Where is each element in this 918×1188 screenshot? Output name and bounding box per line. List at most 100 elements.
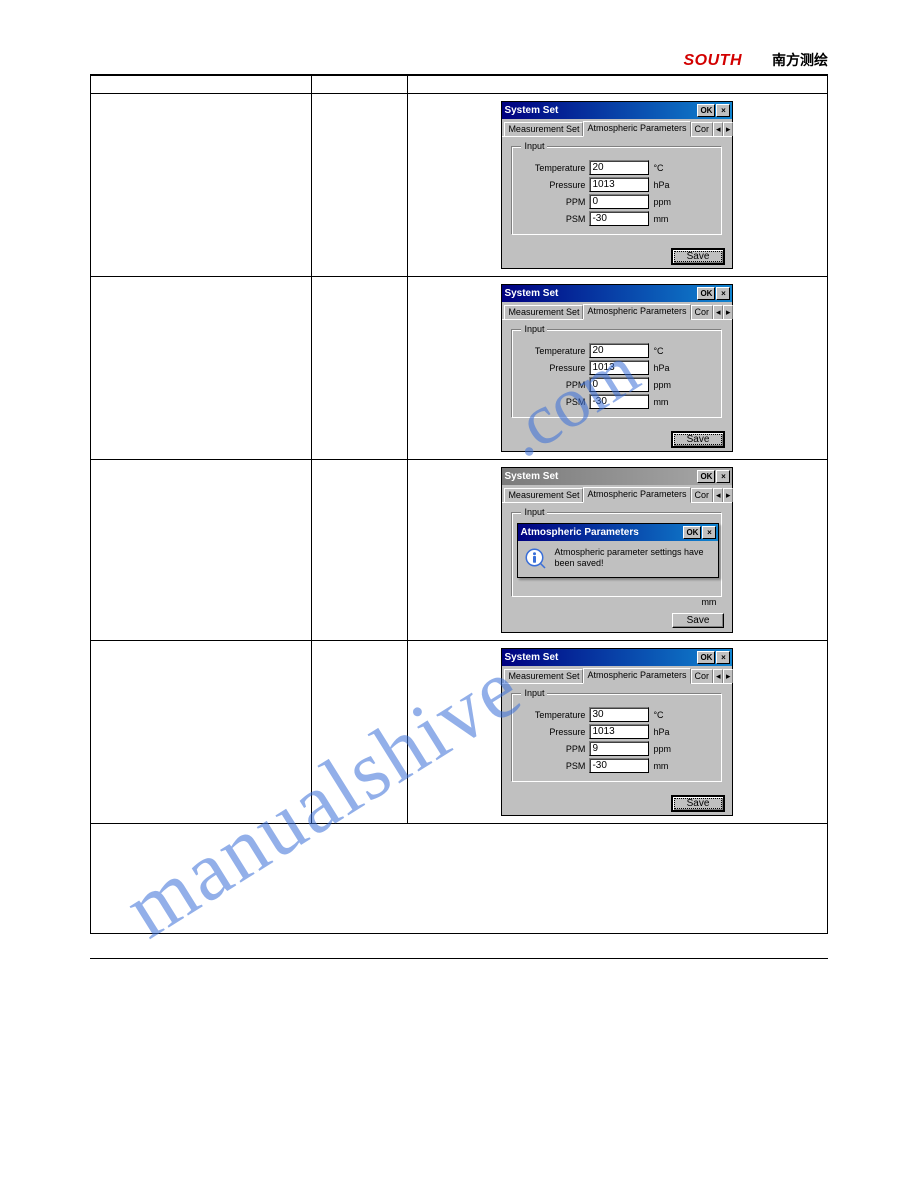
pressure-label: Pressure [519, 727, 589, 737]
group-legend: Input [521, 688, 547, 698]
psm-label: PSM [519, 214, 589, 224]
titlebar: System Set OK × [502, 649, 732, 666]
dialog-title: System Set [504, 652, 696, 663]
button-row: Save [502, 611, 732, 632]
save-button[interactable]: Save [672, 613, 725, 628]
pressure-unit: hPa [649, 363, 673, 373]
psm-input[interactable] [589, 394, 649, 409]
table-row: System Set OK × Measurement Set Atmosphe… [91, 460, 828, 641]
ppm-input[interactable] [589, 377, 649, 392]
temperature-unit: °C [649, 163, 673, 173]
ok-button[interactable]: OK [697, 104, 715, 117]
temperature-input[interactable] [589, 343, 649, 358]
pressure-input[interactable] [589, 360, 649, 375]
tab-strip: Measurement Set Atmospheric Parameters C… [502, 302, 732, 320]
tab-scroll-left-icon[interactable]: ◂ [713, 305, 723, 319]
tab-measurement-set[interactable]: Measurement Set [504, 669, 583, 683]
table-row [91, 824, 828, 934]
dialog-body: Input Temperature°C PressurehPa PPMppm P… [502, 320, 732, 430]
tab-strip: Measurement Set Atmospheric Parameters C… [502, 666, 732, 684]
info-popup: Atmospheric Parameters OK × Atmospheric … [517, 523, 719, 578]
popup-ok-button[interactable]: OK [683, 526, 701, 539]
ppm-input[interactable] [589, 194, 649, 209]
system-set-dialog: System Set OK × Measurement Set Atmosphe… [501, 467, 733, 633]
temperature-input[interactable] [589, 160, 649, 175]
ppm-unit: ppm [649, 744, 673, 754]
pressure-label: Pressure [519, 363, 589, 373]
save-button[interactable]: Save [672, 432, 725, 447]
table-row [91, 76, 828, 94]
psm-label: PSM [519, 397, 589, 407]
psm-label: PSM [519, 761, 589, 771]
temperature-label: Temperature [519, 346, 589, 356]
save-button[interactable]: Save [672, 796, 725, 811]
table-row: System Set OK × Measurement Set Atmosphe… [91, 277, 828, 460]
ppm-unit: ppm [649, 197, 673, 207]
psm-unit: mm [649, 214, 673, 224]
temperature-unit: °C [649, 710, 673, 720]
close-icon[interactable]: × [716, 104, 730, 117]
tab-cor[interactable]: Cor [691, 305, 714, 319]
popup-body: Atmospheric parameter settings have been… [518, 541, 718, 577]
psm-input[interactable] [589, 211, 649, 226]
popup-close-icon[interactable]: × [702, 526, 716, 539]
close-icon[interactable]: × [716, 651, 730, 664]
system-set-dialog: System Set OK × Measurement Set Atmosphe… [501, 101, 733, 269]
ok-button[interactable]: OK [697, 651, 715, 664]
page: SOUTH 南方测绘 System Set OK × Measurement S… [0, 0, 918, 999]
ok-button[interactable]: OK [697, 470, 715, 483]
close-icon[interactable]: × [716, 287, 730, 300]
pressure-label: Pressure [519, 180, 589, 190]
tab-cor[interactable]: Cor [691, 122, 714, 136]
dialog-title: System Set [504, 105, 696, 116]
group-legend: Input [521, 507, 547, 517]
ppm-label: PPM [519, 380, 589, 390]
titlebar: System Set OK × [502, 468, 732, 485]
tab-scroll-left-icon[interactable]: ◂ [713, 122, 723, 136]
tab-atmospheric-parameters[interactable]: Atmospheric Parameters [583, 668, 690, 684]
system-set-dialog: System Set OK × Measurement Set Atmosphe… [501, 284, 733, 452]
button-row: Save [502, 247, 732, 268]
ok-button[interactable]: OK [697, 287, 715, 300]
tab-atmospheric-parameters[interactable]: Atmospheric Parameters [583, 304, 690, 320]
tab-measurement-set[interactable]: Measurement Set [504, 305, 583, 319]
tab-strip: Measurement Set Atmospheric Parameters C… [502, 485, 732, 503]
pressure-input[interactable] [589, 724, 649, 739]
tab-cor[interactable]: Cor [691, 669, 714, 683]
tab-atmospheric-parameters[interactable]: Atmospheric Parameters [583, 487, 690, 503]
tab-atmospheric-parameters[interactable]: Atmospheric Parameters [583, 121, 690, 137]
brand-logo-cn: 南方测绘 [772, 50, 828, 70]
close-icon[interactable]: × [716, 470, 730, 483]
layout-table: System Set OK × Measurement Set Atmosphe… [90, 75, 828, 934]
ppm-label: PPM [519, 197, 589, 207]
footer-divider [90, 958, 828, 959]
ppm-unit: ppm [649, 380, 673, 390]
tab-measurement-set[interactable]: Measurement Set [504, 488, 583, 502]
titlebar: System Set OK × [502, 285, 732, 302]
popup-titlebar: Atmospheric Parameters OK × [518, 524, 718, 541]
save-button[interactable]: Save [672, 249, 725, 264]
titlebar: System Set OK × [502, 102, 732, 119]
tab-scroll-right-icon[interactable]: ▸ [723, 669, 733, 683]
dialog-title: System Set [504, 288, 696, 299]
psm-unit: mm [701, 597, 716, 607]
temperature-input[interactable] [589, 707, 649, 722]
pressure-unit: hPa [649, 180, 673, 190]
tab-cor[interactable]: Cor [691, 488, 714, 502]
pressure-input[interactable] [589, 177, 649, 192]
tab-scroll-right-icon[interactable]: ▸ [723, 488, 733, 502]
psm-input[interactable] [589, 758, 649, 773]
temperature-label: Temperature [519, 163, 589, 173]
psm-unit: mm [649, 761, 673, 771]
ppm-input[interactable] [589, 741, 649, 756]
tab-scroll-left-icon[interactable]: ◂ [713, 488, 723, 502]
tab-strip: Measurement Set Atmospheric Parameters C… [502, 119, 732, 137]
tab-scroll-right-icon[interactable]: ▸ [723, 305, 733, 319]
info-icon [524, 547, 548, 571]
tab-measurement-set[interactable]: Measurement Set [504, 122, 583, 136]
input-group: Input Temperature°C PressurehPa PPMppm P… [512, 330, 722, 418]
tab-scroll-right-icon[interactable]: ▸ [723, 122, 733, 136]
popup-title: Atmospheric Parameters [520, 527, 682, 538]
temperature-label: Temperature [519, 710, 589, 720]
tab-scroll-left-icon[interactable]: ◂ [713, 669, 723, 683]
